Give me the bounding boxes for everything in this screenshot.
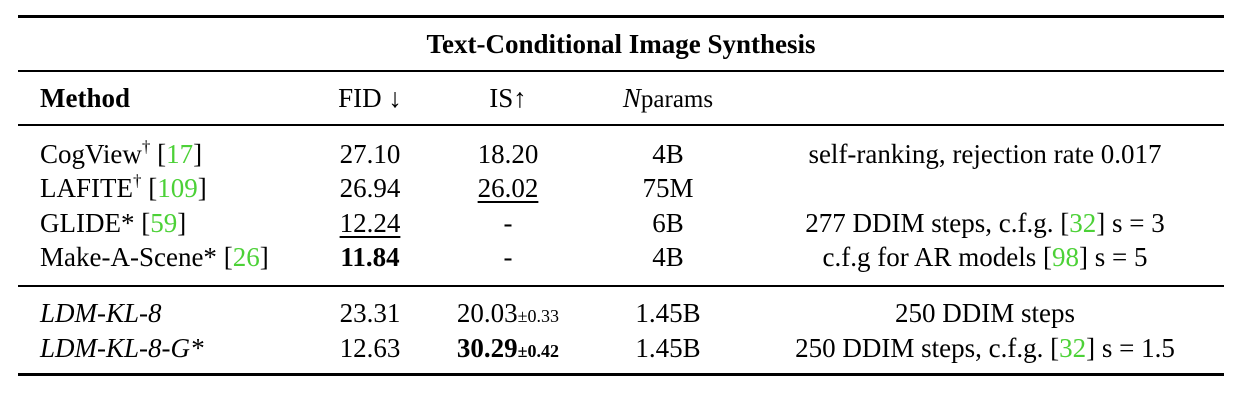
is-std: ±0.33 [517,306,560,326]
is-std: ±0.42 [517,341,560,361]
header-nparams: Nparams [623,82,713,116]
is-value: 20.03±0.33 [457,297,559,332]
nparams-value: 1.45B [635,298,701,328]
table-row-method: CogView† [17] [40,137,203,169]
fid-value-second-best: 12.24 [339,208,401,238]
citation-link[interactable]: 32 [1069,208,1097,238]
is-value-best: 30.29±0.42 [457,332,559,367]
method-name: LDM-KL-8 [40,298,162,328]
method-name: LDM-KL-8-G* [40,333,204,363]
citation-link[interactable]: 32 [1059,333,1087,363]
table-row-method: Make-A-Scene* [26] [40,242,269,272]
note-text: 250 DDIM steps [895,298,1075,328]
is-value: - [503,242,513,272]
note-prefix: c.f.g for AR models [ [822,242,1052,272]
note-text: 277 DDIM steps, c.f.g. [32] s = 3 [805,207,1164,239]
fid-value: 27.10 [339,139,401,169]
note-text: c.f.g for AR models [98] s = 5 [823,241,1148,273]
is-mean: 20.03 [456,298,518,328]
fid-value: 23.31 [339,298,401,328]
fid-value: 26.94 [339,173,401,203]
method-name: Make-A-Scene* [40,242,217,272]
note-suffix: ] s = 5 [1078,242,1148,272]
table-title: Text-Conditional Image Synthesis [426,29,816,59]
note-suffix: ] s = 1.5 [1086,333,1175,363]
citation-link[interactable]: 109 [157,173,198,203]
citation-link[interactable]: 98 [1051,242,1079,272]
header-is: IS↑ [489,83,527,113]
header-method: Method [40,83,130,113]
table-row-method: GLIDE* [59] [40,208,187,238]
nparams-value: 4B [652,139,684,169]
table-row-method: LAFITE† [109] [40,171,207,203]
header-nparams-sub: params [640,86,714,113]
fid-value-best: 11.84 [340,242,400,272]
bottom-rule [18,373,1224,376]
note-text: self-ranking, rejection rate 0.017 [808,139,1162,169]
nparams-value: 6B [652,208,684,238]
fid-value: 12.63 [339,333,401,363]
method-mark: † [132,171,142,190]
nparams-value: 75M [642,173,694,203]
title-rule [18,70,1224,72]
header-nparams-n: N [622,83,641,113]
method-name: LAFITE [40,173,133,203]
top-rule [18,15,1224,18]
header-rule [18,124,1224,126]
is-value-second-best: 26.02 [477,173,539,203]
note-prefix: 277 DDIM steps, c.f.g. [ [805,208,1070,238]
nparams-value: 4B [652,242,684,272]
method-mark: † [141,137,151,156]
note-text: 250 DDIM steps, c.f.g. [32] s = 1.5 [795,332,1175,364]
method-name: CogView [40,139,142,169]
note-suffix: ] s = 3 [1096,208,1165,238]
group-rule [18,285,1224,287]
method-name: GLIDE* [40,208,135,238]
is-mean: 30.29 [456,333,518,363]
citation-link[interactable]: 26 [232,242,260,272]
citation-link[interactable]: 59 [150,208,178,238]
is-value: - [503,208,513,238]
note-prefix: 250 DDIM steps, c.f.g. [ [795,333,1060,363]
header-fid: FID ↓ [338,83,402,113]
is-value: 18.20 [477,139,539,169]
nparams-value: 1.45B [635,333,701,363]
citation-link[interactable]: 17 [166,139,194,169]
